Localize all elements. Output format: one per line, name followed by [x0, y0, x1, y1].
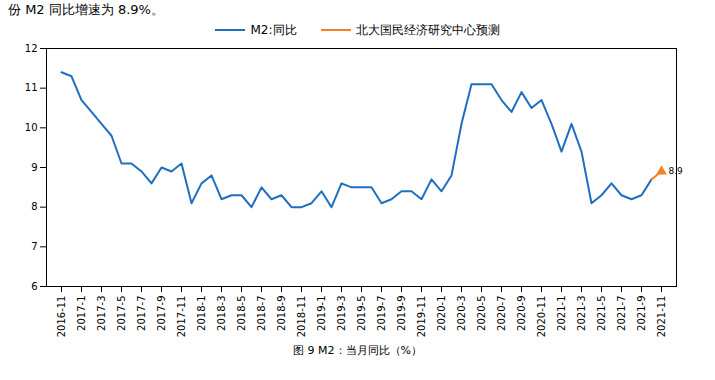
html-text:图 9 M2：当月同比（%）: 图 9 M2：当月同比（%）	[293, 344, 422, 357]
svg-text:8: 8	[31, 201, 37, 212]
html-text:份 M2 同比增速为 8.9%。: 份 M2 同比增速为 8.9%。	[8, 2, 164, 17]
svg-text:2017-3: 2017-3	[96, 296, 107, 331]
svg-text:2020-7: 2020-7	[496, 296, 507, 331]
svg-text:2018-11: 2018-11	[296, 296, 307, 338]
svg-text:9: 9	[31, 162, 37, 173]
svg-text:2017-11: 2017-11	[176, 296, 187, 338]
svg-text:2021-3: 2021-3	[576, 296, 587, 331]
svg-text:2019-11: 2019-11	[416, 296, 427, 338]
svg-text:2019-5: 2019-5	[356, 296, 367, 331]
svg-text:2016-11: 2016-11	[56, 296, 67, 338]
svg-text:8.9: 8.9	[669, 166, 684, 176]
svg-text:2019-1: 2019-1	[316, 296, 327, 331]
svg-text:2021-7: 2021-7	[616, 296, 627, 331]
svg-text:2017-9: 2017-9	[156, 296, 167, 331]
html-text:北大国民经济研究中心预测: 北大国民经济研究中心预测	[355, 22, 500, 37]
svg-text:2020-5: 2020-5	[476, 296, 487, 331]
svg-text:6: 6	[31, 281, 37, 292]
svg-text:2020-9: 2020-9	[516, 296, 527, 331]
svg-text:2018-3: 2018-3	[216, 296, 227, 331]
svg-text:2021-11: 2021-11	[656, 296, 667, 338]
svg-text:2017-1: 2017-1	[76, 296, 87, 331]
svg-text:10: 10	[25, 122, 38, 133]
svg-text:2020-3: 2020-3	[456, 296, 467, 331]
svg-text:2021-5: 2021-5	[596, 296, 607, 331]
svg-text:2018-9: 2018-9	[276, 296, 287, 331]
svg-text:7: 7	[31, 241, 37, 252]
svg-text:2017-7: 2017-7	[136, 296, 147, 331]
svg-text:2020-11: 2020-11	[536, 296, 547, 338]
svg-text:2019-3: 2019-3	[336, 296, 347, 331]
svg-text:12: 12	[25, 43, 38, 54]
svg-text:2021-1: 2021-1	[556, 296, 567, 331]
svg-text:2018-1: 2018-1	[196, 296, 207, 331]
svg-text:2018-5: 2018-5	[236, 296, 247, 331]
svg-text:11: 11	[25, 82, 38, 93]
svg-text:2019-7: 2019-7	[376, 296, 387, 331]
html-text:M2:同比: M2:同比	[250, 22, 297, 37]
svg-text:2018-7: 2018-7	[256, 296, 267, 331]
svg-text:2020-1: 2020-1	[436, 296, 447, 331]
svg-text:2019-9: 2019-9	[396, 296, 407, 331]
svg-text:2021-9: 2021-9	[636, 296, 647, 331]
svg-text:2017-5: 2017-5	[116, 296, 127, 331]
